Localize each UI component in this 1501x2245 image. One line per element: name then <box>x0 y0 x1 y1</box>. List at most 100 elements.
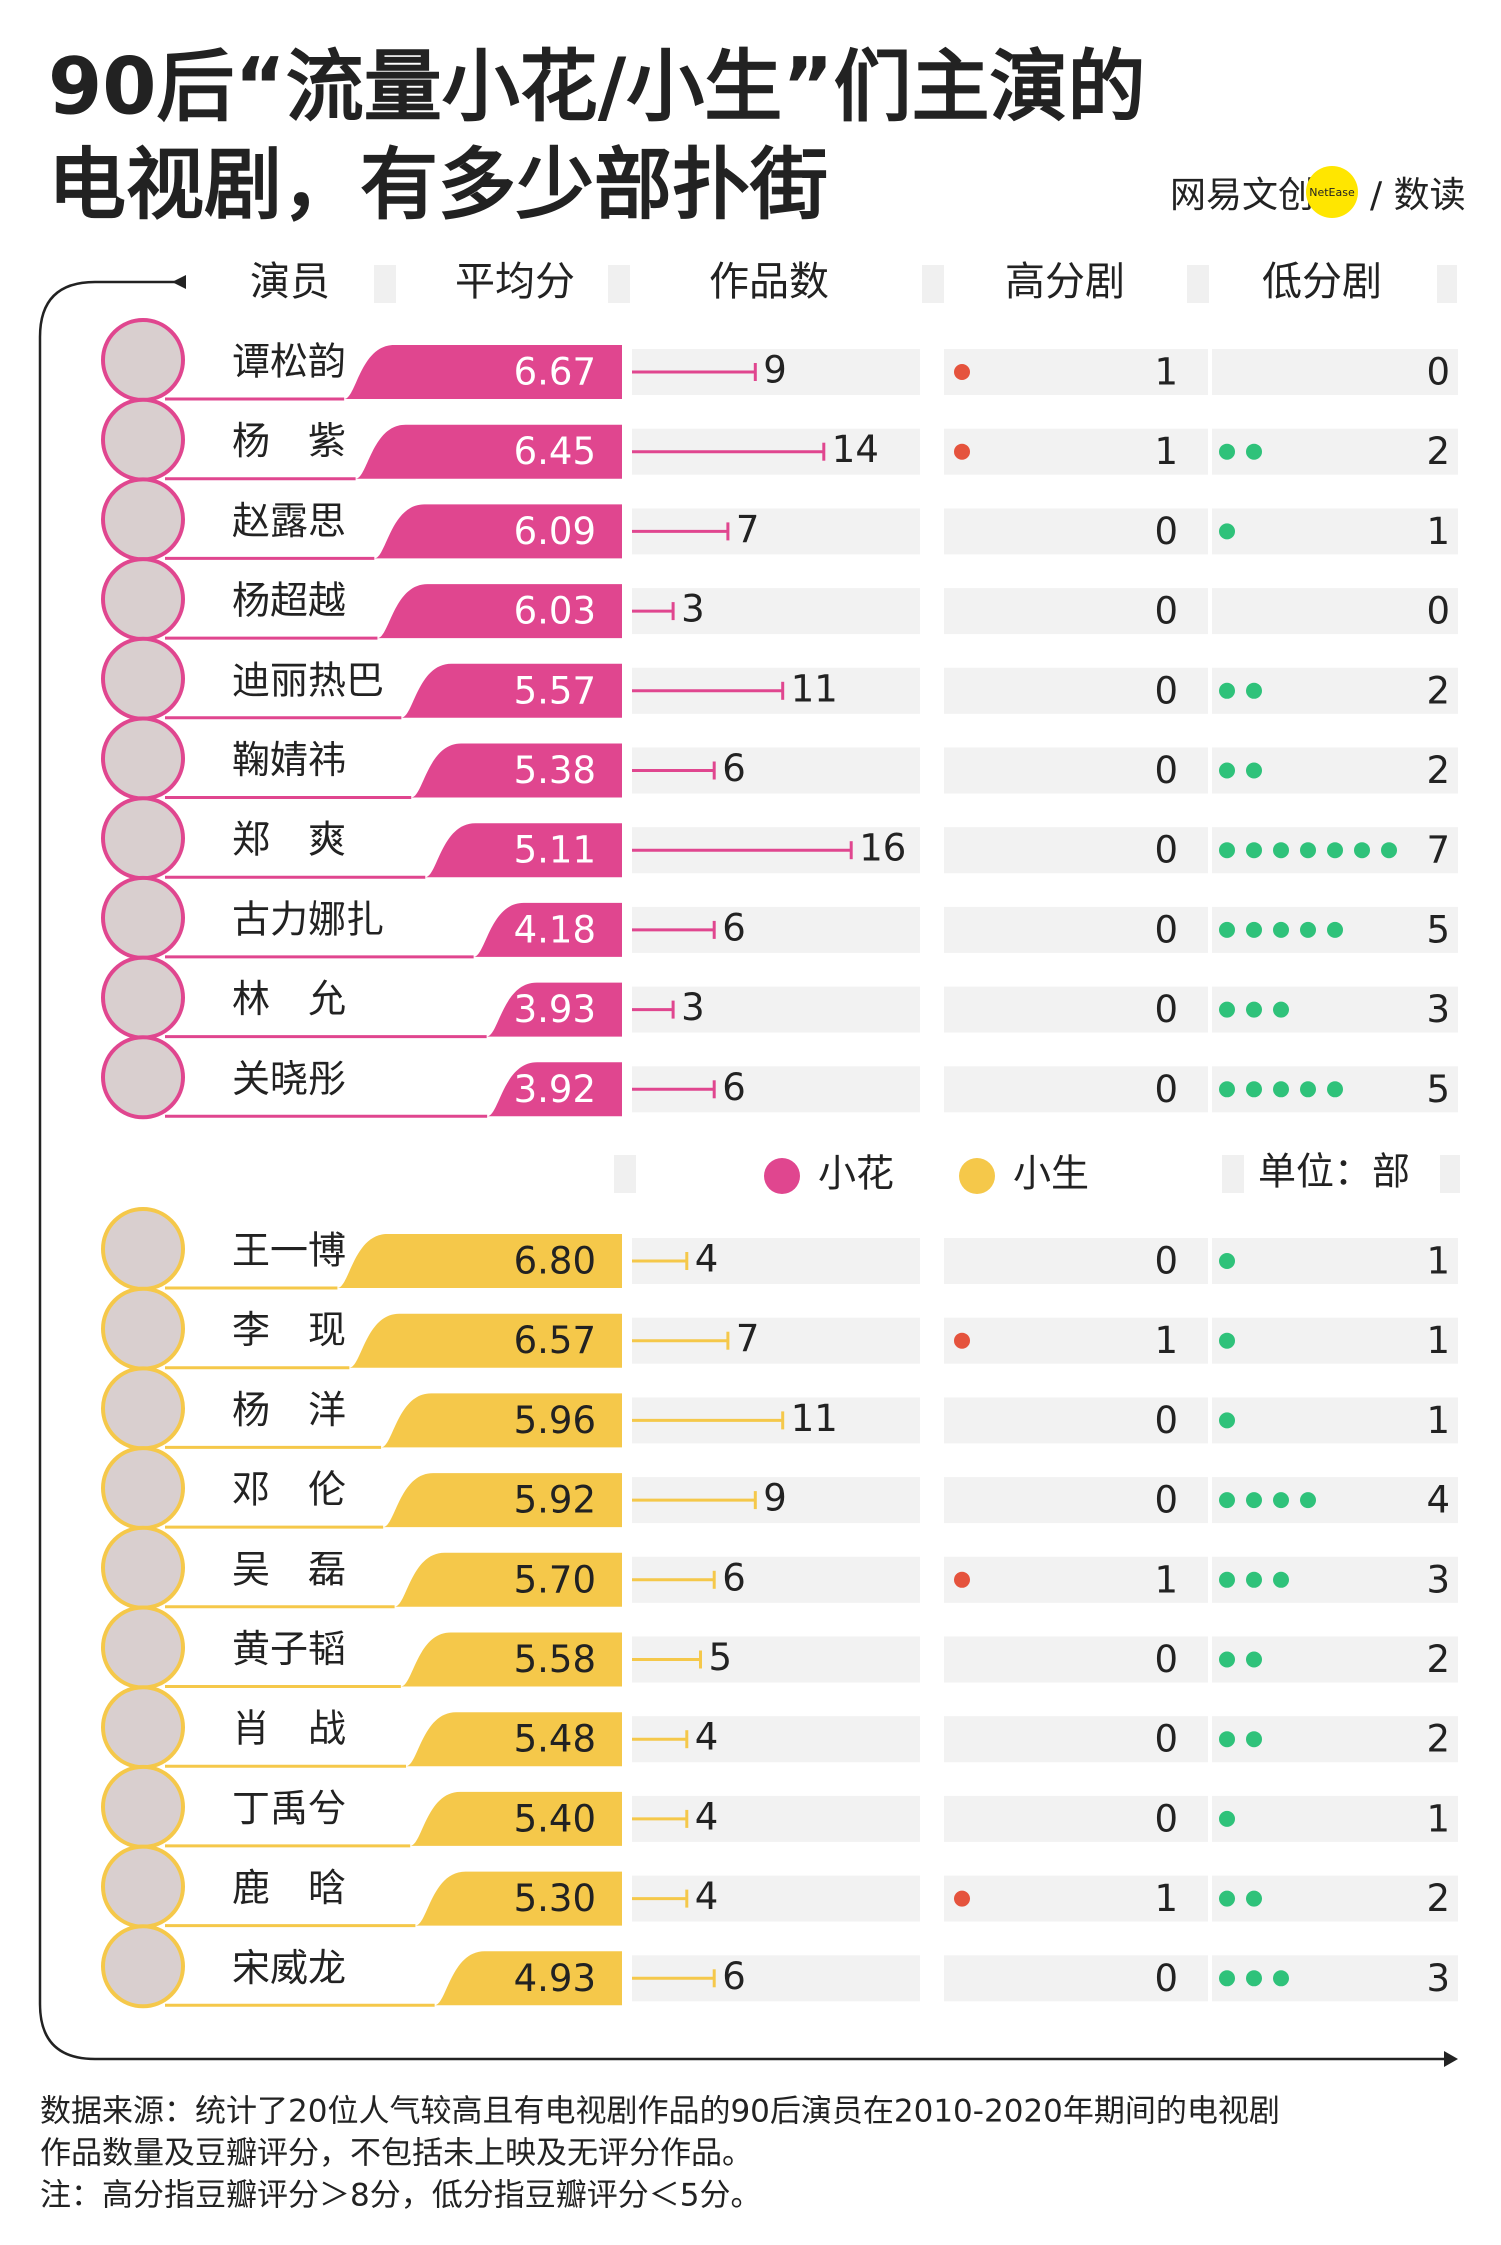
avatar <box>101 1764 185 1849</box>
low-dot <box>1246 1970 1262 1987</box>
row-bg <box>944 667 1208 714</box>
legend-swatch <box>764 1158 800 1194</box>
avatar <box>101 1844 185 1929</box>
low-label: 7 <box>1426 829 1450 872</box>
high-label: 0 <box>1154 1240 1178 1283</box>
low-dot <box>1273 1571 1289 1588</box>
works-label: 11 <box>791 667 838 710</box>
score-bar <box>344 345 622 399</box>
legend-label: 小生 <box>1013 1152 1089 1196</box>
score-label: 6.45 <box>514 430 596 473</box>
note: 数据来源：统计了20位人气较高且有电视剧作品的90后演员在2010-2020年期… <box>40 2094 1280 2130</box>
high-label: 0 <box>1154 1797 1178 1840</box>
column-header: 演员 <box>250 259 330 305</box>
row-bg <box>944 906 1208 953</box>
low-dot <box>1246 762 1262 779</box>
score-label: 6.67 <box>514 351 596 394</box>
actor-name: 郑 爽 <box>232 818 346 862</box>
low-label: 1 <box>1426 1399 1450 1442</box>
bracket <box>38 280 1450 2061</box>
score-label: 5.58 <box>514 1638 596 1681</box>
low-label: 3 <box>1426 1558 1450 1601</box>
avatar <box>101 1525 185 1610</box>
row-bg <box>1212 1238 1458 1284</box>
score-label: 3.92 <box>514 1068 596 1111</box>
note: 注：高分指豆瓣评分＞8分，低分指豆瓣评分＜5分。 <box>40 2178 761 2214</box>
low-dot <box>1246 1651 1262 1668</box>
works-label: 6 <box>722 1556 746 1599</box>
works-label: 6 <box>722 1955 746 1998</box>
unit: 单位：部 <box>1258 1150 1410 1194</box>
low-label: 0 <box>1426 590 1450 633</box>
title-line: 90后“流量小花/小生”们主演的 <box>48 42 1146 132</box>
row-bg <box>944 1397 1208 1444</box>
row-bg <box>632 986 920 1033</box>
high-dot <box>954 364 970 380</box>
low-dot <box>1273 921 1289 938</box>
row-bg <box>944 1716 1208 1763</box>
row-bg <box>1212 1397 1458 1444</box>
low-label: 4 <box>1426 1479 1450 1522</box>
low-label: 2 <box>1426 749 1450 792</box>
low-dot <box>1219 1253 1235 1269</box>
score-label: 6.57 <box>514 1319 596 1362</box>
low-label: 2 <box>1426 430 1450 473</box>
avatar <box>101 557 185 642</box>
row-bg <box>1212 1795 1458 1842</box>
row-bg <box>944 1477 1208 1524</box>
score-label: 5.11 <box>514 829 596 872</box>
low-dot <box>1246 1571 1262 1588</box>
low-dot <box>1273 1970 1289 1987</box>
score-label: 4.18 <box>514 908 596 951</box>
works-label: 9 <box>763 1477 787 1520</box>
score-label: 5.57 <box>514 669 596 712</box>
actor-name: 赵露思 <box>232 499 346 543</box>
avatar <box>101 1366 185 1451</box>
works-label: 7 <box>736 508 760 551</box>
low-dot <box>1300 1081 1316 1098</box>
score-bar <box>383 1473 622 1528</box>
score-label: 5.92 <box>514 1479 596 1522</box>
brand-badge: NetEase <box>1309 186 1355 199</box>
avatar <box>101 955 185 1040</box>
score-label: 3.93 <box>514 988 596 1031</box>
high-dot <box>954 1890 970 1907</box>
high-label: 0 <box>1154 669 1178 712</box>
actor-name: 李 现 <box>232 1308 346 1352</box>
low-dot <box>1273 1492 1289 1509</box>
avatar <box>101 796 185 881</box>
actor-name: 杨超越 <box>232 579 346 623</box>
low-label: 1 <box>1426 1319 1450 1362</box>
row-bg <box>944 827 1208 874</box>
separators <box>374 265 1460 1193</box>
score-bar <box>406 1712 622 1767</box>
column-header: 作品数 <box>709 259 829 305</box>
high-label: 0 <box>1154 1718 1178 1761</box>
row-bg <box>944 349 1208 395</box>
low-label: 2 <box>1426 669 1450 712</box>
score-bar <box>394 1552 622 1607</box>
high-label: 1 <box>1154 430 1178 473</box>
score-bar <box>381 1393 622 1448</box>
low-dot <box>1327 921 1343 938</box>
high-label: 0 <box>1154 829 1178 872</box>
low-dot <box>1219 921 1235 938</box>
avatar <box>101 1286 185 1371</box>
low-label: 0 <box>1426 351 1450 394</box>
score-label: 5.38 <box>514 749 596 792</box>
avatar <box>101 318 185 402</box>
works-label: 4 <box>695 1795 719 1838</box>
high-label: 0 <box>1154 908 1178 951</box>
high-dot <box>954 1571 970 1588</box>
actor-name: 迪丽热巴 <box>232 658 384 702</box>
low-label: 2 <box>1426 1877 1450 1920</box>
works-label: 16 <box>859 827 906 870</box>
row-bg <box>1212 1317 1458 1364</box>
low-label: 1 <box>1426 1797 1450 1840</box>
score-bar <box>401 663 622 718</box>
high-dot <box>954 1332 970 1349</box>
high-label: 0 <box>1154 749 1178 792</box>
low-dot <box>1300 1492 1316 1509</box>
actor-name: 关晓彤 <box>232 1057 346 1101</box>
